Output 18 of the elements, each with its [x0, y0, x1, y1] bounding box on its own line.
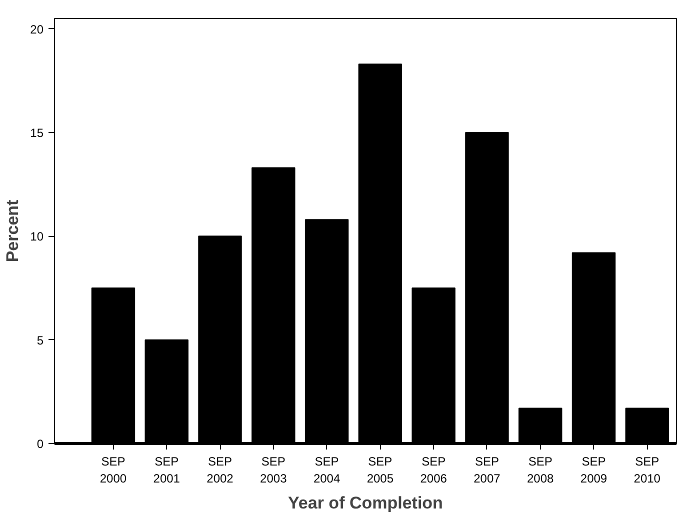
- y-axis-title: Percent: [3, 199, 22, 262]
- x-tick-label: SEP 2007: [474, 454, 501, 486]
- x-tick-label: SEP 2008: [527, 454, 554, 486]
- x-tick-label: SEP 2009: [580, 454, 608, 486]
- y-tick-label: 10: [30, 230, 44, 244]
- x-tick-label: SEP 2005: [366, 454, 394, 486]
- x-tick-label: SEP 2006: [420, 454, 448, 486]
- x-tick-label: SEP 2010: [634, 454, 661, 486]
- y-tick-label: 20: [30, 22, 44, 36]
- x-tick-label: SEP 2004: [313, 454, 340, 486]
- x-axis-title: Year of Completion: [288, 493, 443, 512]
- y-tick-label: 15: [30, 126, 44, 140]
- x-tick-label: SEP 2000: [100, 454, 127, 486]
- x-tick-label: SEP 2001: [153, 454, 180, 486]
- y-tick-label: 5: [36, 333, 44, 348]
- x-tick-label: SEP 2003: [260, 454, 288, 486]
- y-tick-label: 0: [36, 437, 44, 451]
- x-tick-label: SEP 2002: [206, 454, 234, 486]
